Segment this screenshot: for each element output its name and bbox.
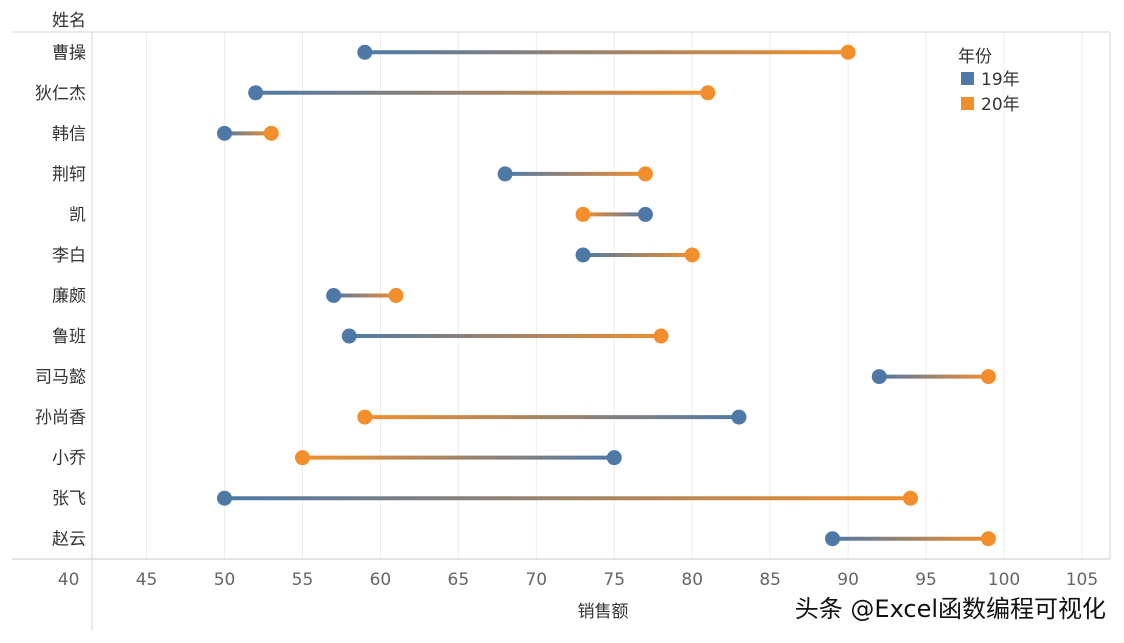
point-19 [217,490,233,506]
row-label: 小乔 [52,449,86,469]
row-label: 李白 [52,246,86,266]
x-tick-label: 105 [1066,570,1098,590]
watermark-text: 头条 @Excel函数编程可视化 [795,595,1106,623]
x-tick-label: 70 [525,570,547,590]
point-19 [357,44,373,60]
point-20 [700,85,716,101]
grid-lines [146,32,1083,559]
row-label: 荆轲 [52,165,86,185]
point-19 [637,206,653,222]
row-label: 鲁班 [52,327,86,347]
x-tick-label: 100 [988,570,1020,590]
data-points [217,44,996,547]
x-tick-label: 75 [603,570,625,590]
dumbbell-lines [224,50,989,541]
point-20 [294,450,310,466]
row-label: 司马懿 [35,368,86,388]
point-19 [248,85,264,101]
point-20 [388,288,404,303]
point-19 [326,288,342,303]
point-20 [653,328,669,344]
point-20 [684,247,700,263]
row-label: 廉颇 [52,287,86,307]
legend: 年份 19年 20年 [958,47,1020,115]
row-label: 狄仁杰 [35,84,86,104]
legend-label-20: 20年 [981,95,1020,115]
x-axis-title: 销售额 [578,602,629,622]
point-19 [575,247,591,263]
point-19 [341,328,357,344]
legend-swatch-19 [961,72,974,85]
point-19 [217,125,233,141]
chart-frame [12,31,1111,630]
point-20 [637,166,653,182]
x-tick-label: 90 [837,570,859,590]
point-19 [497,166,513,182]
x-tick-label: 55 [292,570,314,590]
row-header: 姓名 [52,11,86,31]
row-label: 赵云 [52,530,86,550]
x-tick-label: 85 [759,570,781,590]
row-label: 孙尚香 [35,408,86,428]
point-20 [980,369,996,385]
x-tick-label: 45 [136,570,158,590]
point-19 [825,531,841,547]
point-19 [606,450,622,466]
x-tick-label: 50 [214,570,236,590]
point-20 [263,125,279,141]
x-axis-ticks: 40 45 50 55 60 65 70 75 80 85 90 95 100 105 [58,570,1098,590]
point-20 [575,206,591,222]
x-tick-label: 40 [58,570,80,590]
row-label: 韩信 [52,124,86,144]
point-19 [731,409,747,425]
x-tick-label: 65 [448,570,470,590]
legend-swatch-20 [961,97,974,110]
point-20 [840,44,856,60]
point-20 [902,490,918,506]
point-20 [980,531,996,547]
x-tick-label: 60 [370,570,392,590]
row-label: 凯 [69,205,86,225]
point-19 [871,369,887,385]
x-tick-label: 95 [915,570,937,590]
legend-label-19: 19年 [981,70,1020,90]
row-label: 曹操 [52,43,86,63]
x-tick-label: 80 [681,570,703,590]
row-label: 张飞 [52,489,86,509]
point-20 [357,409,373,425]
legend-title: 年份 [958,47,992,67]
